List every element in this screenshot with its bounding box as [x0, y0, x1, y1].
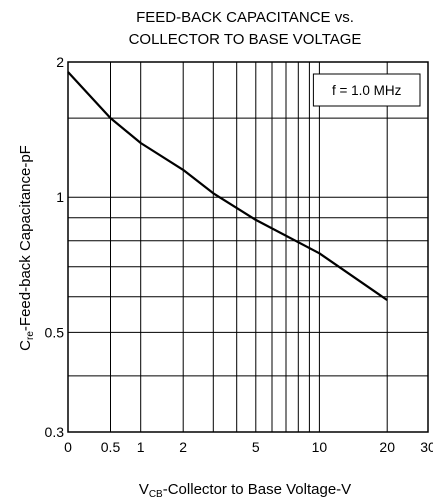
x-axis-label-main: V	[139, 481, 149, 498]
x-tick-label: 5	[252, 439, 260, 455]
x-tick-labels: 0 0.5 1 2 5 10 20 30	[64, 439, 433, 455]
chart-title-line-1: FEED-BACK CAPACITANCE vs.	[136, 9, 354, 26]
y-tick-labels: 0.3 0.5 1 2	[45, 54, 65, 440]
annotation-box-frame	[312, 73, 421, 107]
x-axis-label-rest: -Collector to Base Voltage-V	[163, 481, 351, 498]
y-tick-label: 0.5	[45, 324, 65, 340]
chart-title-line-2: COLLECTOR TO BASE VOLTAGE	[129, 31, 362, 48]
series-group	[67, 71, 388, 302]
x-axis-label-sub: CB	[149, 489, 163, 500]
y-axis-label-sub: re	[25, 331, 36, 340]
plot-frame	[67, 61, 429, 433]
y-tick-label: 0.3	[45, 424, 65, 440]
y-tick-label: 1	[56, 189, 64, 205]
x-tick-label: 20	[379, 439, 395, 455]
annotation-text: f = 1.0 MHz	[332, 83, 402, 98]
x-tick-label: 2	[179, 439, 187, 455]
series-line	[67, 71, 388, 302]
x-tick-label: 0.5	[101, 439, 121, 455]
y-axis-label-rest: -Feed-back Capacitance-pF	[17, 145, 34, 331]
x-tick-label: 30	[420, 439, 433, 455]
y-tick-label: 2	[56, 54, 64, 70]
y-axis-label: Cre-Feed-back Capacitance-pF	[17, 145, 36, 351]
x-tick-label: 1	[137, 439, 145, 455]
x-tick-label: 10	[312, 439, 328, 455]
y-axis-label-main: C	[17, 340, 34, 351]
annotation-box: f = 1.0 MHz	[312, 73, 421, 107]
x-axis-label: VCB-Collector to Base Voltage-V	[139, 481, 351, 500]
x-tick-label: 0	[64, 439, 72, 455]
grid	[68, 62, 428, 432]
